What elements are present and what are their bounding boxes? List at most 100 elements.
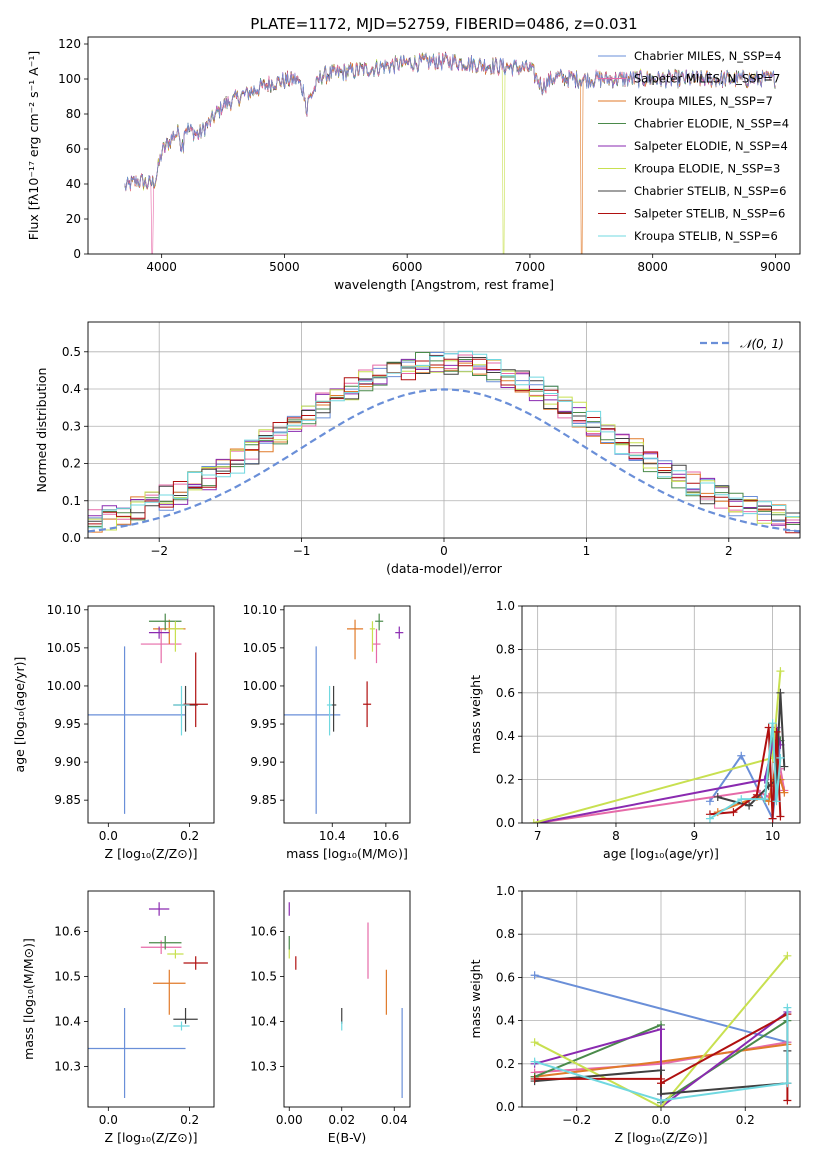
weight_vs_Z-ytick-label: 0.2 [496, 1057, 515, 1071]
weight_vs_age-marker [780, 788, 789, 797]
residuals-xtick-label: 2 [725, 544, 733, 558]
age_vs_Z-xtick-label: 0.2 [180, 829, 199, 843]
spectrum-xtick-label: 8000 [637, 260, 668, 274]
weight_vs_Z-xtick-label: 0.0 [651, 1113, 670, 1127]
residuals-xtick-label: 1 [583, 544, 591, 558]
mass_vs_Z-ytick-label: 10.5 [54, 970, 81, 984]
spectrum-xtick-label: 6000 [392, 260, 423, 274]
residuals-xlabel: (data-model)/error [386, 561, 503, 576]
weight_vs_Z-series-kroupa_stelib [530, 1003, 792, 1105]
residuals-hist-salpeter_stelib [88, 358, 800, 534]
age_vs_Z-axes [84, 609, 191, 827]
mass_vs_ebv-ytick-label: 10.3 [250, 1060, 277, 1074]
age_vs_mass-xlabel: mass [log₁₀(M/M⊙)] [286, 846, 408, 861]
weight_vs_Z-ytick-label: 0.6 [496, 970, 515, 984]
mass_vs_Z-point-kroupa_miles [153, 969, 186, 1015]
age_vs_mass-xtick-label: 10.6 [373, 829, 400, 843]
age_vs_Z-point-salpeter_stelib [183, 652, 208, 728]
weight_vs_age-ytick-label: 0.6 [496, 686, 515, 700]
weight_vs_age-ylabel: mass weight [468, 675, 483, 754]
age_vs_Z-ytick-label: 9.85 [54, 793, 81, 807]
age_vs_mass-ytick-label: 9.90 [250, 755, 277, 769]
weight_vs_age-xtick-label: 10 [765, 829, 780, 843]
weight_vs_Z-xtick-label: −0.2 [562, 1113, 591, 1127]
residuals-xtick-label: −2 [150, 544, 168, 558]
mass_vs_Z-point-kroupa_elodie [167, 949, 184, 959]
weight_vs_Z-marker [783, 1096, 792, 1105]
weight_vs_age-marker [705, 797, 714, 806]
weight_vs_Z-ytick-label: 1.0 [496, 884, 515, 898]
age_vs_mass-point-salpeter_miles [372, 628, 381, 664]
weight_vs_Z-marker [783, 951, 792, 960]
spectrum-series-chabrier_miles [124, 52, 776, 191]
mass_vs_Z-axes [84, 931, 191, 1111]
figure-title: PLATE=1172, MJD=52759, FIBERID=0486, z=0… [250, 15, 637, 33]
weight_vs_Z-marker [783, 1003, 792, 1012]
spectrum-ytick-label: 100 [58, 72, 81, 86]
weight_vs_age-series-kroupa_stelib [705, 719, 785, 823]
age_vs_mass-point-chabrier_elodie [375, 613, 384, 631]
spectrum-legend-label: Kroupa MILES, N_SSP=7 [634, 94, 773, 108]
weight_vs_Z-marker [657, 1096, 665, 1105]
weight_vs_age-marker [737, 751, 746, 760]
weight_vs_age-frame [521, 605, 801, 824]
residuals-ytick-label: 0.4 [62, 382, 81, 396]
mass_vs_Z-ylabel: mass [log₁₀(M/M⊙)] [21, 938, 36, 1060]
residuals-ylabel: Normed distribution [34, 368, 49, 493]
age_vs_Z-point-kroupa_miles [153, 619, 186, 645]
weight_vs_age-xtick-label: 7 [534, 829, 542, 843]
weight_vs_age-ytick-label: 0.4 [496, 729, 515, 743]
weight_vs_Z-marker [530, 1074, 539, 1083]
residuals-ytick-label: 0.1 [62, 494, 81, 508]
mass_vs_Z-point-chabrier_elodie [148, 936, 182, 950]
spectrum-xlabel: wavelength [Angstrom, rest frame] [334, 277, 554, 292]
spectrum-legend-label: Chabrier STELIB, N_SSP=6 [634, 184, 786, 198]
spectrum-legend-label: Salpeter MILES, N_SSP=7 [634, 72, 780, 86]
age_vs_mass-point-salpeter_stelib [363, 681, 372, 728]
age_vs_mass-point-kroupa_stelib [326, 685, 333, 736]
residuals-hist-kroupa_stelib [88, 350, 800, 529]
age_vs_Z-point-chabrier_miles [88, 646, 186, 814]
weight_vs_age-marker [776, 812, 785, 821]
spectrum-frame [87, 36, 801, 255]
residuals-ytick-label: 0.0 [62, 531, 81, 545]
mass_vs_Z-ytick-label: 10.3 [54, 1060, 81, 1074]
age_vs_mass-point-kroupa_elodie [369, 621, 376, 652]
weight_vs_age-xtick-label: 8 [612, 829, 620, 843]
spectrum-xtick-label: 4000 [146, 260, 177, 274]
weight_vs_age-marker [760, 795, 769, 804]
weight_vs_age-marker [776, 667, 785, 676]
weight_vs_Z-marker [783, 1079, 792, 1088]
weight_vs_Z-ytick-label: 0.4 [496, 1014, 515, 1028]
age_vs_Z-frame [87, 605, 215, 824]
age_vs_Z-ytick-label: 10.00 [47, 679, 81, 693]
mass_vs_ebv-axes [280, 931, 395, 1111]
residuals-gaussian-curve [87, 388, 801, 533]
mass_vs_ebv-frame [283, 890, 411, 1108]
age_vs_mass-ytick-label: 9.95 [250, 717, 277, 731]
mass_vs_Z-frame [87, 890, 215, 1108]
weight_vs_age-marker [772, 797, 781, 806]
mass_vs_ebv-ytick-label: 10.6 [250, 925, 277, 939]
weight_vs_age-marker [729, 808, 738, 817]
age_vs_mass-ytick-label: 10.05 [243, 641, 277, 655]
mass_vs_Z-xtick-label: 0.0 [99, 1113, 118, 1127]
weight_vs_Z-frame [521, 890, 801, 1108]
spectrum-ytick-label: 60 [66, 142, 81, 156]
age_vs_Z-ylabel: age [log₁₀(age/yr)] [12, 657, 27, 773]
weight_vs_age-marker [745, 801, 754, 810]
spectrum-ylabel: Flux [fλ10⁻¹⁷ erg cm⁻² s⁻¹ A⁻¹] [26, 51, 41, 240]
spectrum-legend: Chabrier MILES, N_SSP=4 Salpeter MILES, N… [598, 49, 789, 243]
spectrum-legend-label: Kroupa STELIB, N_SSP=6 [634, 229, 778, 243]
weight_vs_age-series-salpeter_elodie [533, 723, 785, 823]
age_vs_mass-axes [280, 609, 387, 827]
mass_vs_ebv-xtick-label: 0.00 [276, 1113, 303, 1127]
age_vs_Z-point-chabrier_stelib [173, 685, 198, 732]
spectrum-ytick-label: 40 [66, 177, 81, 191]
weight_vs_age-marker [768, 719, 777, 728]
mass_vs_Z-point-salpeter_stelib [183, 956, 208, 970]
age_vs_Z-point-kroupa_elodie [167, 621, 184, 652]
mass_vs_ebv-ytick-label: 10.5 [250, 970, 277, 984]
mass_vs_Z-ytick-label: 10.4 [54, 1015, 81, 1029]
age_vs_Z-ytick-label: 10.05 [47, 641, 81, 655]
